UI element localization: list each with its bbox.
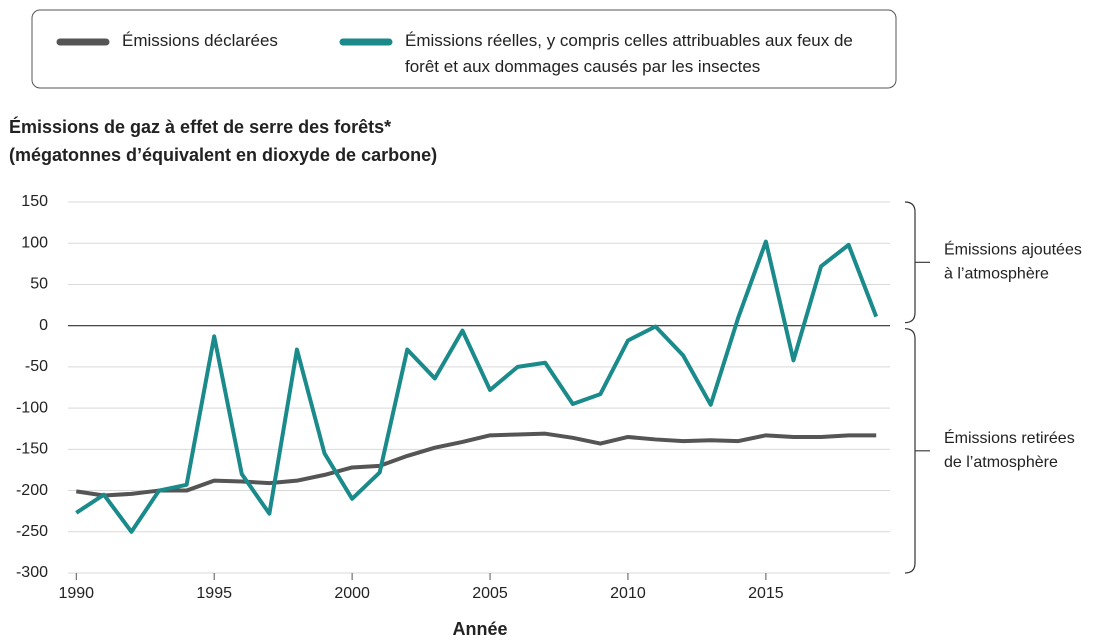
chart-subtitle: (mégatonnes d’équivalent en dioxyde de c… bbox=[9, 145, 437, 165]
series-line bbox=[75, 239, 879, 534]
y-tick-label: -50 bbox=[25, 358, 48, 375]
legend-box bbox=[31, 9, 897, 89]
x-tick-label: 2005 bbox=[472, 585, 508, 602]
y-tick-label: -150 bbox=[16, 441, 48, 458]
x-axis-label: Année bbox=[452, 619, 507, 639]
y-tick-label: -250 bbox=[16, 523, 48, 540]
y-tick-label: 50 bbox=[30, 276, 48, 293]
legend-label: Émissions réelles, y compris celles attr… bbox=[405, 31, 853, 76]
y-tick-label: -300 bbox=[16, 564, 48, 581]
legend-label: Émissions déclarées bbox=[122, 31, 278, 50]
x-tick-label: 2000 bbox=[334, 585, 370, 602]
x-tick-label: 2010 bbox=[610, 585, 646, 602]
chart-title: Émissions de gaz à effet de serre des fo… bbox=[9, 116, 391, 137]
y-tick-label: 150 bbox=[21, 193, 48, 210]
y-tick-label: 100 bbox=[21, 234, 48, 251]
annotation: à l’atmosphère bbox=[944, 266, 1049, 283]
annotation: Émissions retirées bbox=[944, 428, 1075, 447]
annotation: Émissions ajoutées bbox=[944, 240, 1082, 259]
series-line bbox=[75, 431, 877, 498]
x-tick-label: 2015 bbox=[748, 585, 784, 602]
bracket bbox=[904, 328, 930, 574]
x-tick-label: 1995 bbox=[196, 585, 232, 602]
y-tick-label: -200 bbox=[16, 482, 48, 499]
annotation: de l’atmosphère bbox=[944, 454, 1058, 471]
y-tick-label: 0 bbox=[39, 317, 48, 334]
x-tick-label: 1990 bbox=[58, 585, 94, 602]
bracket bbox=[904, 201, 930, 324]
y-tick-label: -100 bbox=[16, 399, 48, 416]
